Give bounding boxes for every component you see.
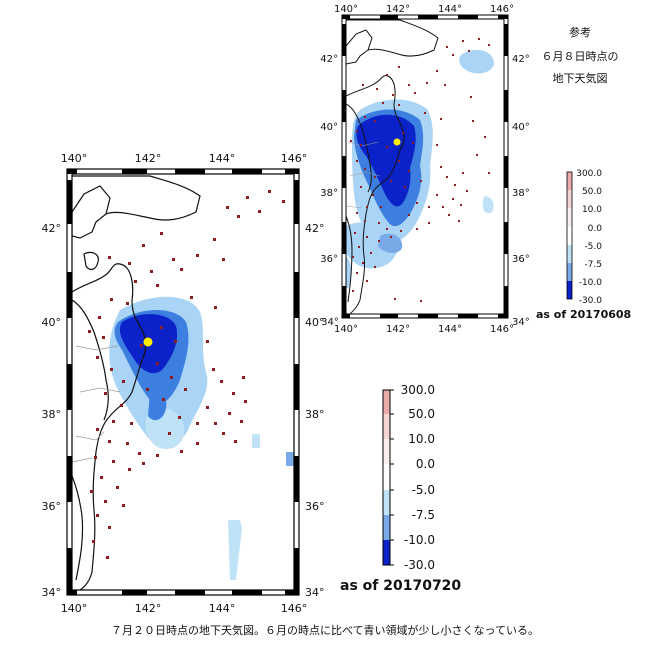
main-legend-label-6: -10.0 (404, 533, 435, 547)
inset-legend-swatch-6 (567, 281, 572, 299)
main-top-tick-144: 144° (209, 152, 236, 165)
inset-legend: 300.0 50.0 10.0 0.0 -5.0 -7.5 -10.0 -30.… (536, 169, 631, 321)
main-top-tick-140: 140° (61, 152, 88, 165)
inset-bottom-tick-142: 142° (386, 324, 410, 335)
inset-lon-ticks-bottom: 140° 142° 144° 146° (334, 324, 514, 335)
inset-left-tick-34: 34° (321, 317, 339, 328)
main-legend-swatch-0 (383, 390, 390, 414)
reference-title: 参考 (569, 25, 591, 39)
inset-legend-label-0: 300.0 (576, 169, 602, 179)
main-bottom-tick-142: 142° (135, 602, 162, 615)
inset-location-marker (393, 138, 401, 146)
inset-date-label: as of 20170608 (536, 308, 631, 321)
main-right-tick-38: 38° (305, 408, 325, 421)
main-lat-ticks-right: 42° 40° 38° 36° 34° (305, 222, 325, 599)
main-legend-swatch-1 (383, 414, 390, 439)
main-right-tick-36: 36° (305, 500, 325, 513)
inset-left-tick-42: 42° (320, 54, 338, 65)
inset-legend-label-4: -5.0 (584, 242, 602, 252)
main-legend-label-5: -7.5 (412, 508, 435, 522)
inset-stations (350, 38, 490, 302)
inset-top-tick-144: 144° (438, 4, 462, 15)
inset-left-tick-38: 38° (320, 188, 338, 199)
main-legend-swatch-2 (383, 439, 390, 464)
main-legend-label-0: 300.0 (401, 383, 435, 397)
main-frame (66, 168, 300, 596)
main-legend-swatch-5 (383, 515, 390, 540)
inset-map: 140° 142° 144° 146° 140° 142° 144° 146° … (320, 4, 529, 335)
inset-legend-label-3: 0.0 (588, 224, 603, 234)
main-legend-swatch-4 (383, 490, 390, 515)
main-right-tick-42: 42° (305, 222, 325, 235)
main-legend-label-7: -30.0 (404, 558, 435, 572)
reference-note: 参考 ６月８日時点の 地下天気図 (542, 25, 619, 85)
inset-legend-swatch-5 (567, 263, 572, 281)
main-top-tick-146: 146° (281, 152, 308, 165)
main-legend-label-1: 50.0 (408, 407, 435, 421)
main-left-tick-40: 40° (42, 316, 62, 329)
main-top-tick-142: 142° (135, 152, 162, 165)
inset-right-tick-38: 38° (512, 188, 530, 199)
inset-bottom-tick-140: 140° (334, 324, 358, 335)
main-stations (88, 190, 285, 559)
main-coastline (72, 175, 201, 590)
main-left-tick-34: 34° (42, 586, 62, 599)
figure-caption: ７月２０日時点の地下天気図。６月の時点に比べて青い領域が少し小さくなっている。 (111, 623, 539, 637)
inset-right-tick-42: 42° (512, 54, 530, 65)
inset-right-tick-36: 36° (512, 254, 530, 265)
inset-lat-ticks-right: 42° 40° 38° 36° 34° (512, 54, 530, 328)
inset-legend-swatch-2 (567, 208, 572, 227)
main-lon-ticks-top: 140° 142° 144° 146° (61, 152, 308, 165)
main-legend-swatch-3 (383, 464, 390, 490)
inset-right-tick-34: 34° (512, 317, 530, 328)
inset-bottom-tick-146: 146° (490, 324, 514, 335)
inset-top-tick-146: 146° (490, 4, 514, 15)
main-left-tick-36: 36° (42, 500, 62, 513)
reference-label: 地下天気図 (553, 71, 608, 85)
location-marker (143, 337, 153, 347)
main-lat-ticks-left: 42° 40° 38° 36° 34° (42, 222, 62, 599)
inset-legend-label-2: 10.0 (582, 205, 602, 215)
inset-lat-ticks-left: 42° 40° 38° 36° 34° (320, 54, 339, 328)
inset-top-tick-140: 140° (334, 4, 358, 15)
inset-left-tick-36: 36° (320, 254, 338, 265)
inset-left-tick-40: 40° (320, 122, 338, 133)
inset-legend-frame (566, 171, 573, 300)
inset-legend-label-5: -7.5 (584, 260, 602, 270)
main-legend: 300.0 50.0 10.0 0.0 -5.0 -7.5 -10.0 -30.… (340, 383, 461, 594)
main-legend-swatch-6 (383, 540, 390, 565)
main-left-tick-38: 38° (42, 408, 62, 421)
main-bottom-tick-140: 140° (61, 602, 88, 615)
main-lon-ticks-bottom: 140° 142° 144° 146° (61, 602, 308, 615)
main-legend-label-4: -5.0 (412, 483, 435, 497)
inset-legend-swatch-3 (567, 227, 572, 245)
inset-legend-label-6: -10.0 (579, 278, 603, 288)
main-legend-label-2: 10.0 (408, 432, 435, 446)
main-right-tick-34: 34° (305, 586, 325, 599)
main-legend-label-3: 0.0 (416, 457, 435, 471)
inset-legend-swatch-4 (567, 245, 572, 263)
inset-legend-swatch-1 (567, 190, 572, 208)
main-anomaly-layer (109, 296, 294, 580)
inset-right-tick-40: 40° (512, 122, 530, 133)
inset-legend-label-1: 50.0 (582, 187, 602, 197)
main-date-label: as of 20170720 (340, 578, 461, 594)
main-bottom-tick-144: 144° (209, 602, 236, 615)
inset-top-tick-142: 142° (386, 4, 410, 15)
main-map: 140° 142° 144° 146° 140° 142° 144° 146° … (42, 152, 325, 615)
main-bottom-tick-146: 146° (281, 602, 308, 615)
inset-bottom-tick-144: 144° (438, 324, 462, 335)
inset-frame (341, 14, 509, 319)
reference-subtitle: ６月８日時点の (542, 50, 619, 63)
main-right-tick-40: 40° (305, 316, 325, 329)
inset-legend-swatch-0 (567, 172, 572, 190)
inset-legend-label-7: -30.0 (579, 296, 603, 306)
main-legend-frame (382, 389, 391, 566)
inset-lon-ticks-top: 140° 142° 144° 146° (334, 4, 514, 15)
main-left-tick-42: 42° (42, 222, 62, 235)
